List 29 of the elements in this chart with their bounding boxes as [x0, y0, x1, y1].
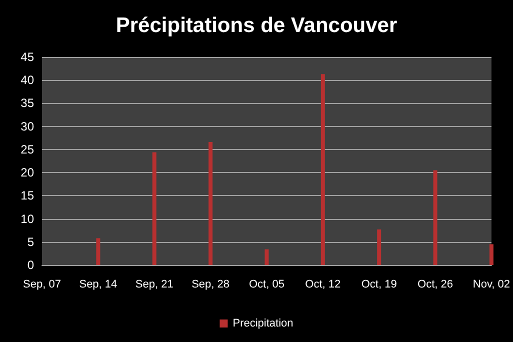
x-tick-label: Sep, 21 [135, 278, 174, 290]
x-tick-label: Oct, 05 [248, 278, 284, 290]
bar [208, 142, 213, 265]
bar [320, 74, 325, 265]
bar [433, 170, 438, 265]
y-tick-label: 5 [27, 234, 34, 249]
bar [152, 152, 156, 265]
x-tick-label: Nov, 02 [472, 278, 510, 290]
y-tick-label: 0 [27, 258, 34, 272]
y-tick-label: 25 [20, 142, 34, 156]
bar [264, 249, 269, 265]
y-tick-label: 20 [20, 166, 34, 180]
x-tick-label: Sep, 07 [23, 278, 61, 290]
y-tick-label: 15 [20, 188, 34, 203]
bar [96, 238, 100, 265]
y-tick-label: 40 [20, 73, 34, 88]
x-tick-label: Oct, 12 [305, 278, 341, 290]
bar [377, 229, 382, 265]
legend-label: Precipitation [232, 318, 294, 330]
y-tick-label: 10 [20, 212, 34, 226]
y-tick-label: 45 [20, 50, 34, 64]
y-tick-label: 30 [20, 119, 34, 134]
chart-title: Précipitations de Vancouver [116, 14, 398, 37]
x-tick-label: Oct, 26 [418, 278, 454, 290]
x-tick-label: Oct, 19 [361, 278, 397, 290]
y-tick-label: 35 [20, 96, 34, 110]
bar [489, 244, 494, 265]
x-tick-label: Sep, 28 [192, 278, 230, 290]
x-tick-label: Sep, 14 [79, 278, 118, 290]
